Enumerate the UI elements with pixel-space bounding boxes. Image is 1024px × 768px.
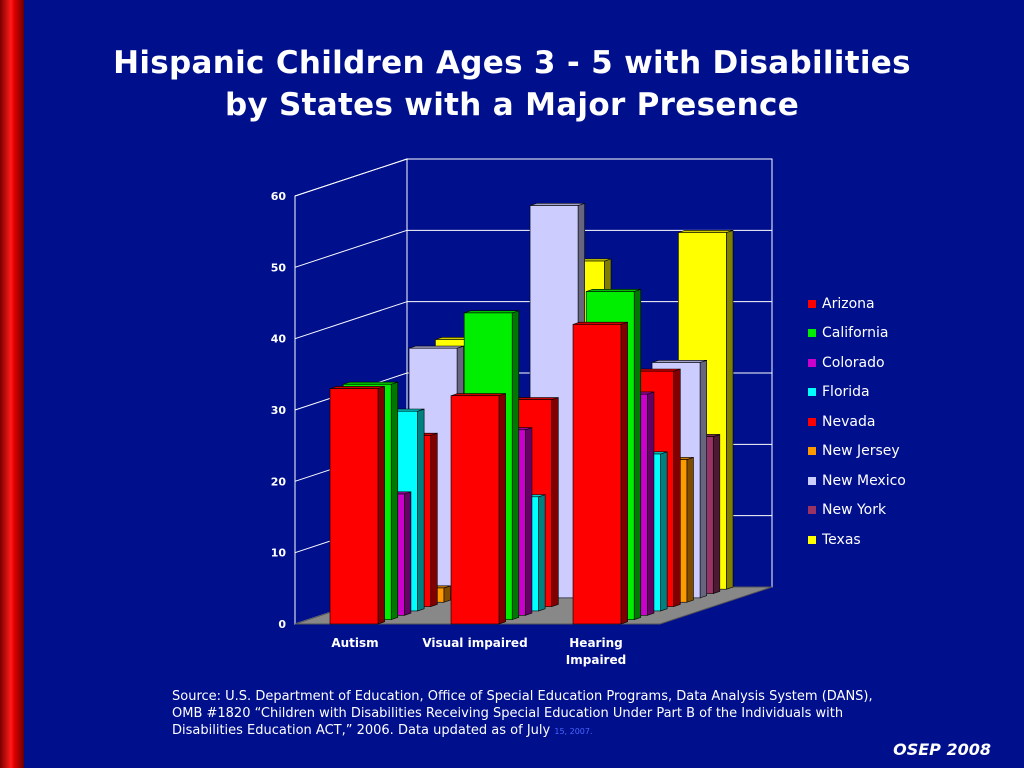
legend-swatch (808, 476, 816, 485)
legend-item-texas: Texas (808, 525, 906, 555)
bar-side (660, 451, 668, 612)
y-tick-label: 60 (271, 190, 287, 203)
bar-top (329, 386, 385, 389)
bar-front (450, 395, 500, 625)
bar-side (726, 229, 734, 590)
bar-top (572, 321, 628, 325)
gridline-side (294, 158, 408, 197)
legend-swatch (808, 417, 816, 426)
legend-item-new-york: New York (808, 496, 906, 526)
bar-side (511, 310, 520, 621)
bar-side (620, 321, 628, 625)
bar-top (529, 203, 585, 206)
bar-front (329, 388, 379, 625)
bar-front (572, 324, 622, 625)
footer-label: OSEP 2008 (893, 740, 991, 759)
bar-top (464, 310, 519, 314)
legend-item-new-mexico: New Mexico (808, 466, 906, 496)
legend-item-colorado: Colorado (808, 348, 906, 378)
legend-item-new-jersey: New Jersey (808, 437, 906, 467)
x-category-label: Impaired (566, 653, 626, 667)
y-tick-label: 20 (271, 475, 287, 488)
bar-side (390, 381, 399, 621)
bar-side (443, 585, 451, 603)
y-tick-label: 0 (278, 618, 286, 631)
source-note: Source: U.S. Department of Education, Of… (172, 688, 892, 740)
legend-item-florida: Florida (808, 378, 906, 408)
bar-top (586, 289, 641, 292)
source-date-small: 15, 2007. (554, 727, 593, 736)
legend-item-nevada: Nevada (808, 407, 906, 437)
legend-label: California (822, 325, 889, 342)
legend-swatch (808, 506, 816, 515)
bar-top (343, 381, 398, 385)
legend-swatch (808, 447, 816, 456)
legend-label: Arizona (822, 295, 875, 312)
bar-side (647, 391, 655, 616)
bar-top (408, 345, 464, 349)
y-tick-label: 40 (271, 333, 287, 346)
x-category-label: Autism (331, 636, 378, 650)
y-tick-label: 50 (271, 261, 287, 274)
bar-side (686, 456, 694, 603)
bar-top (678, 230, 734, 233)
legend-label: New Mexico (822, 472, 906, 489)
legend-label: Texas (822, 531, 861, 548)
bar-top (450, 393, 506, 397)
title-line-2: by States with a Major Presence (224, 87, 800, 123)
legend-item-arizona: Arizona (808, 289, 906, 319)
bar-side (377, 386, 385, 625)
bar-side (404, 491, 412, 616)
title-line-1: Hispanic Children Ages 3 - 5 with Disabi… (113, 45, 911, 81)
gridline-side (294, 301, 408, 340)
legend-label: Florida (822, 384, 870, 401)
legend-swatch (808, 358, 816, 367)
legend-label: Nevada (822, 413, 876, 430)
y-tick-label: 30 (271, 404, 287, 417)
legend-swatch (808, 388, 816, 397)
bar-side (699, 359, 707, 599)
bar-side (712, 434, 721, 594)
bar-side (538, 494, 546, 612)
slide-title: Hispanic Children Ages 3 - 5 with Disabi… (30, 42, 994, 126)
legend-label: Colorado (822, 354, 885, 371)
bar-arizona-hearing-impaired (572, 321, 628, 625)
legend-label: New Jersey (822, 443, 900, 460)
legend-label: New York (822, 502, 887, 519)
bar-side (551, 397, 559, 608)
accent-stripe (0, 0, 24, 768)
bar-side (525, 427, 533, 616)
bar-arizona-autism (329, 386, 385, 625)
chart-legend: Arizona California Colorado Florida Nevada Ne… (808, 289, 906, 555)
legend-swatch (808, 299, 816, 308)
x-category-label: Visual impaired (422, 636, 527, 650)
x-category-label: Hearing (569, 636, 622, 650)
legend-item-california: California (808, 319, 906, 349)
bar-arizona-visual-impaired (450, 393, 506, 625)
bar-side (430, 432, 438, 608)
bar-side (633, 288, 642, 621)
bar-side (673, 368, 681, 608)
bar-top (651, 360, 707, 363)
source-text: Source: U.S. Department of Education, Of… (172, 689, 873, 738)
legend-swatch (808, 535, 816, 544)
gridline-side (294, 229, 408, 268)
bar-side (417, 408, 425, 612)
bar-side (498, 393, 506, 625)
y-tick-label: 10 (271, 547, 287, 560)
legend-swatch (808, 329, 816, 338)
